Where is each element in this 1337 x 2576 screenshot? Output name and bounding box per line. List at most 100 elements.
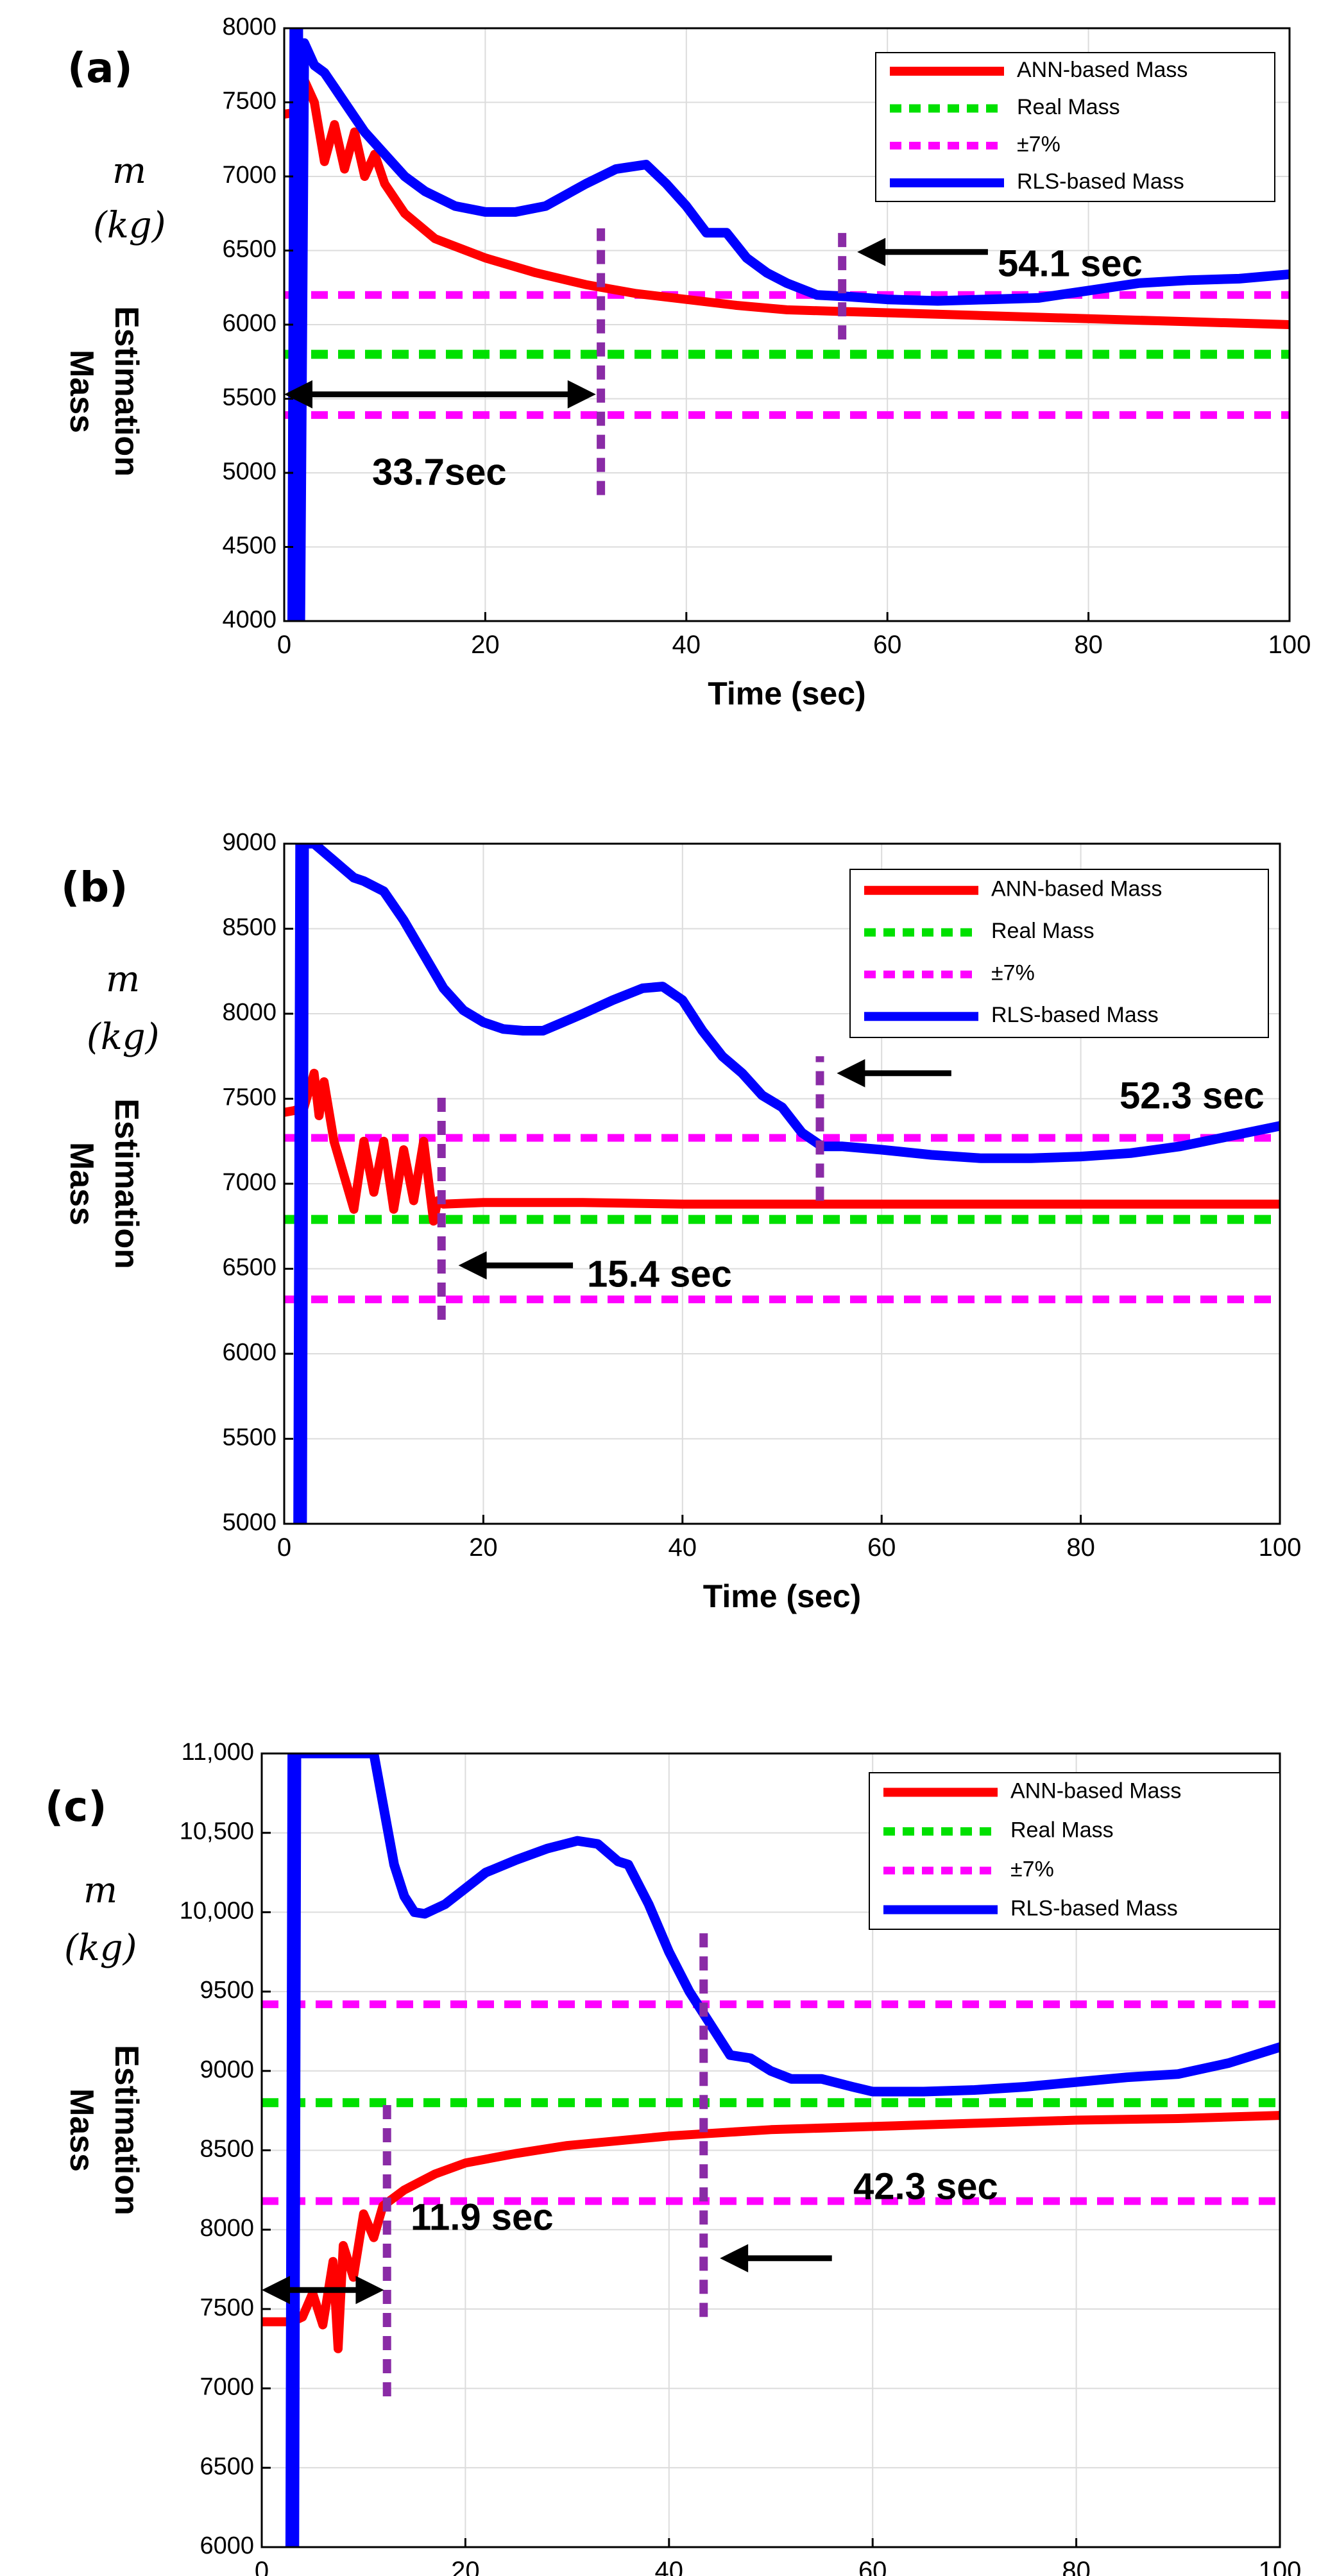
arrow-head bbox=[837, 1059, 865, 1088]
legend-entry: RLS-based Mass bbox=[991, 1003, 1159, 1027]
legend: ANN-based Mass Real Mass ±7% RLS-based Mass bbox=[849, 869, 1269, 1038]
legend-entry: ANN-based Mass bbox=[991, 877, 1162, 901]
x-tick-label: 20 bbox=[469, 1533, 498, 1562]
y-tick-label: 5000 bbox=[222, 458, 277, 485]
unit-kg-label: (kg) bbox=[87, 1016, 159, 1058]
annotation-label: 42.3 sec bbox=[853, 2165, 998, 2207]
arrow-head bbox=[567, 380, 596, 409]
y-tick-label: 6500 bbox=[200, 2453, 254, 2480]
y-tick-label: 9000 bbox=[200, 2056, 254, 2083]
x-axis-label: Time (sec) bbox=[703, 1578, 861, 1614]
annotation-arrow bbox=[857, 237, 988, 266]
legend-entry: ANN-based Mass bbox=[1017, 58, 1188, 82]
x-tick-label: 0 bbox=[277, 1533, 291, 1562]
y-tick-label: 8000 bbox=[222, 13, 277, 40]
annotation-arrow bbox=[262, 2276, 384, 2305]
annotation-arrow bbox=[284, 380, 596, 409]
legend: ANN-based Mass Real Mass ±7% RLS-based Mass bbox=[875, 52, 1275, 202]
y-axis-label-line1: Estimation bbox=[108, 306, 145, 477]
legend: ANN-based Mass Real Mass ±7% RLS-based Mass bbox=[869, 1772, 1281, 1930]
x-tick-label: 60 bbox=[873, 631, 902, 659]
legend-entry: Real Mass bbox=[1017, 95, 1120, 119]
y-axis-label-line1: Estimation bbox=[108, 2045, 145, 2215]
legend-entry: ±7% bbox=[1010, 1857, 1054, 1881]
x-tick-label: 60 bbox=[858, 2557, 887, 2576]
annotation-label: 52.3 sec bbox=[1120, 1075, 1265, 1116]
y-tick-label: 8000 bbox=[222, 999, 277, 1026]
y-tick-label: 9000 bbox=[222, 829, 277, 856]
ann-series-line bbox=[284, 1068, 1280, 1226]
unit-kg-label: (kg) bbox=[93, 205, 166, 246]
x-tick-label: 40 bbox=[672, 631, 701, 659]
arrow-head bbox=[284, 380, 312, 409]
x-tick-label: 100 bbox=[1259, 1533, 1302, 1562]
legend-entry: Real Mass bbox=[1010, 1818, 1114, 1842]
legend-entry: Real Mass bbox=[991, 919, 1094, 943]
y-tick-label: 7000 bbox=[200, 2374, 254, 2401]
y-tick-label: 10,000 bbox=[180, 1897, 254, 1924]
arrow-head bbox=[262, 2276, 290, 2305]
annotation-label: 15.4 sec bbox=[587, 1253, 732, 1295]
x-tick-label: 0 bbox=[255, 2557, 269, 2576]
rls-series-line bbox=[287, 28, 1290, 621]
y-tick-label: 8500 bbox=[222, 914, 277, 941]
unit-kg-label: (kg) bbox=[64, 1927, 137, 1969]
y-tick-label: 7500 bbox=[222, 88, 277, 115]
arrow-head bbox=[857, 237, 886, 266]
y-tick-label: 5500 bbox=[222, 1424, 277, 1451]
y-tick-label: 7000 bbox=[222, 1169, 277, 1196]
legend-entry: RLS-based Mass bbox=[1010, 1896, 1178, 1920]
y-tick-label: 6500 bbox=[222, 236, 277, 263]
annotation-label: 33.7sec bbox=[372, 451, 507, 493]
unit-m-symbol: m bbox=[106, 959, 140, 1000]
chart-panel-1: 33.7sec 54.1 sec 0 20 40 60 80 100 4000 4500 5000 5… bbox=[63, 13, 1311, 712]
y-tick-label: 5000 bbox=[222, 1509, 277, 1536]
arrow-head bbox=[355, 2276, 384, 2305]
annotation-arrow bbox=[837, 1059, 951, 1088]
annotation-arrow bbox=[458, 1251, 574, 1280]
y-tick-label: 6000 bbox=[222, 310, 277, 337]
y-tick-label: 4500 bbox=[222, 533, 277, 559]
y-tick-label: 10,500 bbox=[180, 1818, 254, 1845]
arrow-head bbox=[458, 1251, 487, 1280]
x-tick-label: 100 bbox=[1268, 631, 1311, 659]
y-tick-label: 11,000 bbox=[182, 1739, 254, 1766]
x-tick-label: 40 bbox=[655, 2557, 684, 2576]
legend-entry: ANN-based Mass bbox=[1010, 1778, 1181, 1803]
x-tick-label: 80 bbox=[1062, 2557, 1091, 2576]
series-group bbox=[284, 28, 1290, 621]
x-tick-label: 80 bbox=[1066, 1533, 1095, 1562]
unit-m-symbol: m bbox=[112, 150, 146, 192]
series-group bbox=[284, 844, 1280, 1524]
y-tick-label: 8500 bbox=[200, 2136, 254, 2163]
y-tick-label: 8000 bbox=[200, 2215, 254, 2242]
ann-series-line bbox=[284, 75, 1290, 329]
legend-entry: ±7% bbox=[1017, 132, 1060, 157]
x-axis-label: Time (sec) bbox=[708, 676, 865, 712]
y-tick-label: 7000 bbox=[222, 162, 277, 189]
legend-box bbox=[849, 869, 1269, 1038]
y-axis-label-line2: Mass bbox=[63, 2088, 100, 2172]
chart-panel-2: 15.4 sec 52.3 sec 0 20 40 60 80 100 5000 5500 6000… bbox=[61, 829, 1301, 1614]
rls-series-line bbox=[285, 1753, 1280, 2547]
y-axis-label-line2: Mass bbox=[63, 1142, 100, 1225]
y-tick-label: 9500 bbox=[200, 1977, 254, 2004]
chart-panel-3: 11.9 sec 42.3 sec 0 20 40 60 80 100 6000 6500 7000… bbox=[45, 1739, 1301, 2576]
x-tick-label: 0 bbox=[277, 631, 291, 659]
legend-entry: ±7% bbox=[991, 961, 1035, 985]
legend-entry: RLS-based Mass bbox=[1017, 169, 1184, 194]
x-tick-label: 40 bbox=[668, 1533, 697, 1562]
x-tick-label: 20 bbox=[471, 631, 500, 659]
y-tick-label: 5500 bbox=[222, 384, 277, 411]
x-tick-label: 80 bbox=[1074, 631, 1103, 659]
annotation-label: 54.1 sec bbox=[998, 243, 1143, 284]
panel-label: (a) bbox=[67, 45, 133, 92]
y-tick-label: 6500 bbox=[222, 1254, 277, 1281]
annotation-label: 11.9 sec bbox=[411, 2196, 554, 2238]
y-axis-label-line1: Estimation bbox=[108, 1098, 145, 1269]
unit-m-symbol: m bbox=[83, 1870, 117, 1911]
